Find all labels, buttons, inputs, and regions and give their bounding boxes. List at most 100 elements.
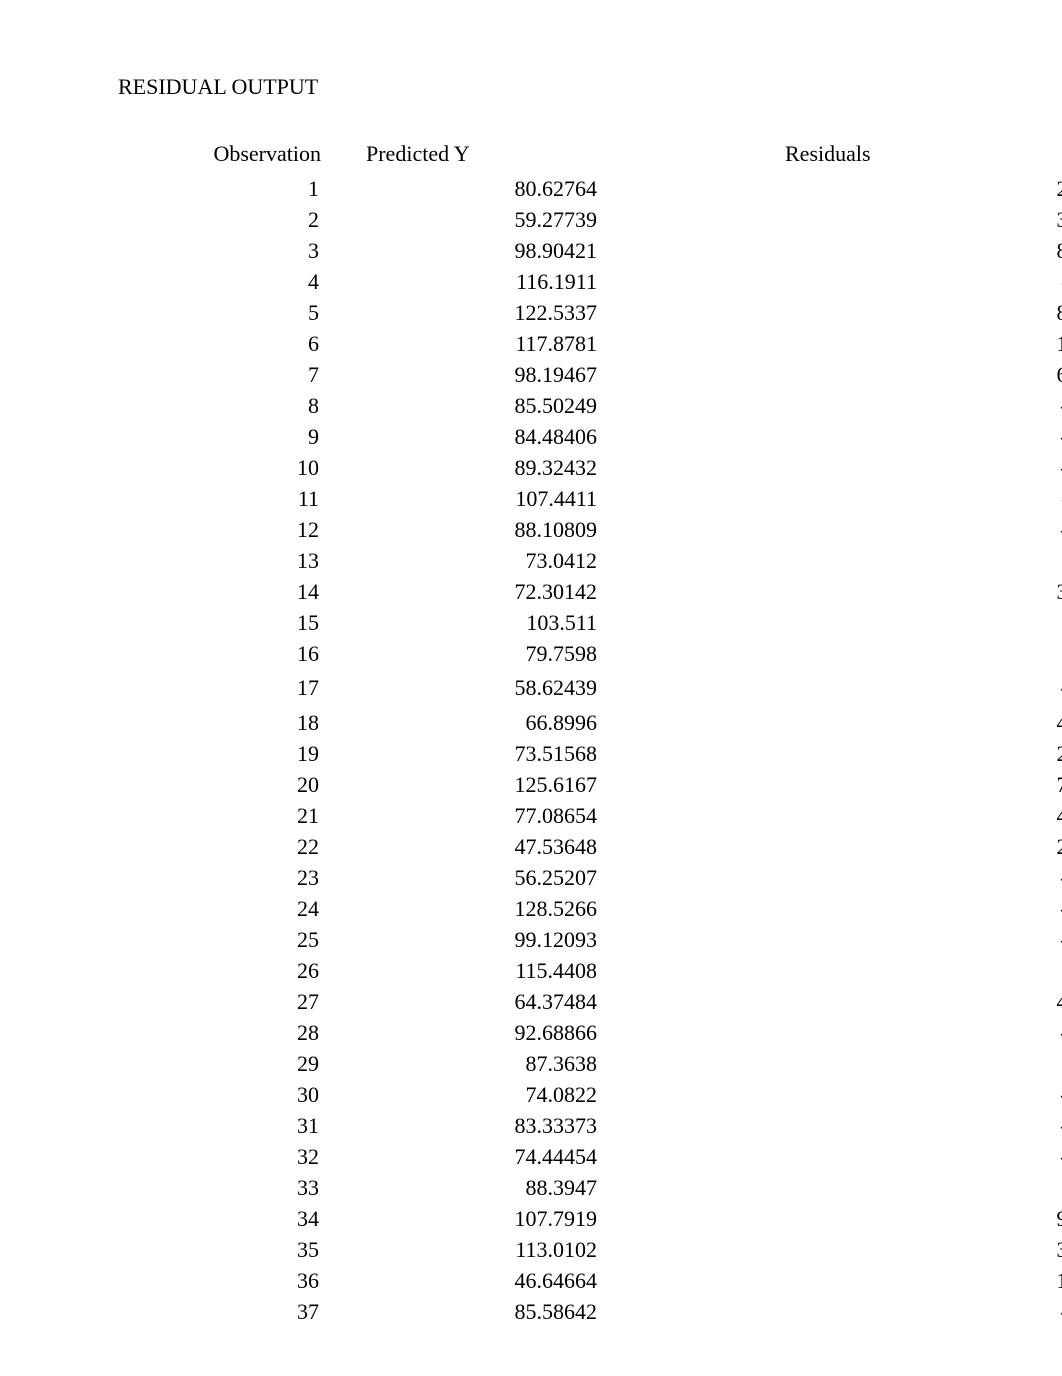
table-row: 1089.32432-51.0243 <box>155 452 1062 483</box>
cell-residual: 38.19858 <box>600 576 1062 607</box>
cell-predicted: 80.62764 <box>321 173 600 204</box>
cell-residual: -1.43373 <box>600 1110 1062 1141</box>
table-row: 1373.041212.6588 <box>155 545 1062 576</box>
table-row: 1866.89964.000396 <box>155 707 1062 738</box>
cell-observation: 23 <box>155 862 321 893</box>
cell-residual: -6.65207 <box>600 862 1062 893</box>
cell-predicted: 84.48406 <box>321 421 600 452</box>
cell-observation: 36 <box>155 1265 321 1296</box>
table-row: 885.50249-66.7025 <box>155 390 1062 421</box>
cell-predicted: 107.4411 <box>321 483 600 514</box>
table-row: 798.1946764.10533 <box>155 359 1062 390</box>
cell-residual: 2.163523 <box>600 831 1062 862</box>
cell-residual: -17.8209 <box>600 924 1062 955</box>
table-row: 2247.536482.163523 <box>155 831 1062 862</box>
cell-residual: 13.55336 <box>600 1265 1062 1296</box>
cell-residual: 84.39579 <box>600 235 1062 266</box>
cell-residual: 4.000396 <box>600 707 1062 738</box>
cell-predicted: 73.51568 <box>321 738 600 769</box>
cell-residual: 7.683323 <box>600 769 1062 800</box>
cell-predicted: 83.33373 <box>321 1110 600 1141</box>
cell-residual: -49.8445 <box>600 1141 1062 1172</box>
table-row: 2892.68866-55.5887 <box>155 1017 1062 1048</box>
cell-observation: 24 <box>155 893 321 924</box>
table-row: 11107.4411-36.1411 <box>155 483 1062 514</box>
cell-observation: 3 <box>155 235 321 266</box>
table-row: 20125.61677.683323 <box>155 769 1062 800</box>
table-header-row: Observation Predicted Y Residuals <box>155 140 1062 173</box>
cell-observation: 29 <box>155 1048 321 1079</box>
table-row: 1288.10809-32.6081 <box>155 514 1062 545</box>
table-row: 1679.7598-1.4598 <box>155 638 1062 669</box>
cell-residual: -31.4244 <box>600 669 1062 707</box>
table-row: 180.6276424.77236 <box>155 173 1062 204</box>
cell-observation: 25 <box>155 924 321 955</box>
cell-observation: 11 <box>155 483 321 514</box>
cell-residual: 13.5053 <box>600 1172 1062 1203</box>
cell-observation: 26 <box>155 955 321 986</box>
cell-residual: -51.0243 <box>600 452 1062 483</box>
cell-residual: 27.88432 <box>600 738 1062 769</box>
cell-observation: 6 <box>155 328 321 359</box>
cell-predicted: 79.7598 <box>321 638 600 669</box>
cell-observation: 14 <box>155 576 321 607</box>
cell-residual: 47.82516 <box>600 986 1062 1017</box>
table-row: 3074.0822-34.9822 <box>155 1079 1062 1110</box>
table-row: 1758.62439-31.4244 <box>155 669 1062 707</box>
table-row: 3388.394713.5053 <box>155 1172 1062 1203</box>
cell-predicted: 77.08654 <box>321 800 600 831</box>
cell-observation: 2 <box>155 204 321 235</box>
table-row: 4116.1911-22.3911 <box>155 266 1062 297</box>
table-row: 35113.010235.78984 <box>155 1234 1062 1265</box>
cell-predicted: 117.8781 <box>321 328 600 359</box>
table-row: 1472.3014238.19858 <box>155 576 1062 607</box>
table-row: 24128.5266-45.3266 <box>155 893 1062 924</box>
cell-residual: -45.3266 <box>600 893 1062 924</box>
cell-predicted: 98.19467 <box>321 359 600 390</box>
table-body: 180.6276424.77236259.2773931.92261398.90… <box>155 173 1062 1327</box>
col-header-observation: Observation <box>155 140 321 173</box>
cell-residual: 84.96634 <box>600 297 1062 328</box>
cell-observation: 13 <box>155 545 321 576</box>
cell-predicted: 98.90421 <box>321 235 600 266</box>
cell-observation: 34 <box>155 1203 321 1234</box>
cell-predicted: 46.64664 <box>321 1265 600 1296</box>
table-row: 398.9042184.39579 <box>155 235 1062 266</box>
table-row: 26115.440837.0592 <box>155 955 1062 986</box>
table-row: 34107.79199.808122 <box>155 1203 1062 1234</box>
cell-predicted: 115.4408 <box>321 955 600 986</box>
cell-residual: 42.8362 <box>600 1048 1062 1079</box>
table-row: 2177.0865440.61346 <box>155 800 1062 831</box>
table-row: 5122.533784.96634 <box>155 297 1062 328</box>
cell-predicted: 88.3947 <box>321 1172 600 1203</box>
cell-observation: 4 <box>155 266 321 297</box>
table-row: 984.48406-3.98406 <box>155 421 1062 452</box>
cell-observation: 9 <box>155 421 321 452</box>
cell-predicted: 85.50249 <box>321 390 600 421</box>
cell-predicted: 47.53648 <box>321 831 600 862</box>
residual-table-container: Observation Predicted Y Residuals 180.62… <box>0 140 910 1327</box>
cell-observation: 27 <box>155 986 321 1017</box>
cell-predicted: 89.32432 <box>321 452 600 483</box>
cell-predicted: 88.10809 <box>321 514 600 545</box>
cell-observation: 5 <box>155 297 321 328</box>
cell-residual: 12.6588 <box>600 545 1062 576</box>
table-row: 2599.12093-17.8209 <box>155 924 1062 955</box>
cell-predicted: 125.6167 <box>321 769 600 800</box>
cell-residual: -22.3911 <box>600 266 1062 297</box>
col-header-residuals: Residuals <box>600 140 1062 173</box>
cell-observation: 10 <box>155 452 321 483</box>
cell-residual: -55.5887 <box>600 1017 1062 1048</box>
table-row: 15103.511-18.411 <box>155 607 1062 638</box>
cell-predicted: 113.0102 <box>321 1234 600 1265</box>
cell-predicted: 74.44454 <box>321 1141 600 1172</box>
cell-predicted: 58.62439 <box>321 669 600 707</box>
cell-predicted: 92.68866 <box>321 1017 600 1048</box>
residual-table: Observation Predicted Y Residuals 180.62… <box>155 140 1062 1327</box>
table-row: 3646.6466413.55336 <box>155 1265 1062 1296</box>
cell-predicted: 116.1911 <box>321 266 600 297</box>
cell-observation: 12 <box>155 514 321 545</box>
table-row: 6117.878113.02193 <box>155 328 1062 359</box>
cell-predicted: 56.25207 <box>321 862 600 893</box>
cell-residual: 24.77236 <box>600 173 1062 204</box>
